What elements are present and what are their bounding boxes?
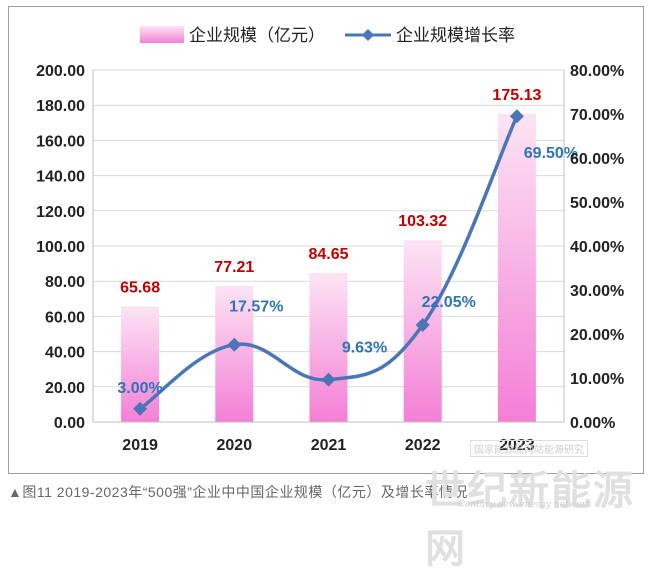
bar-data-label: 65.68 — [120, 279, 160, 296]
growth-rate-line — [139, 115, 519, 411]
line-point-marker — [509, 109, 524, 124]
y-right-tick-label: 30.00% — [570, 283, 624, 300]
legend-line-label: 企业规模增长率 — [396, 26, 515, 45]
y-right-tick-label: 50.00% — [570, 195, 624, 212]
legend: 企业规模（亿元） 企业规模增长率 — [140, 26, 515, 45]
x-tick-label: 2021 — [311, 437, 347, 454]
y-left-tick-label: 140.00 — [36, 169, 85, 186]
x-tick-label: 2023 — [499, 437, 535, 454]
watermark-stamp: 国家能源局网站能源研究 — [470, 440, 588, 457]
y-left-tick-label: 200.00 — [36, 63, 85, 80]
line-data-label: 17.57% — [229, 299, 283, 316]
y-left-tick-label: 20.00 — [45, 380, 85, 397]
line-data-label: 9.63% — [342, 340, 387, 357]
bar — [309, 273, 348, 422]
y-right-tick-label: 40.00% — [570, 239, 624, 256]
y-left-tick-label: 80.00 — [45, 274, 85, 291]
bar — [497, 113, 536, 422]
chart-svg: 65.68 77.21 84.65 103.32 175.13 3.00% 17.57% 9.… — [36, 26, 624, 454]
y-left-tick-label: 60.00 — [45, 309, 85, 326]
x-tick-label: 2019 — [122, 437, 158, 454]
figure-caption: ▲图11 2019-2023年“500强”企业中中国企业规模（亿元）及增长率情况 — [8, 484, 468, 500]
y-right-tick-label: 60.00% — [570, 151, 624, 168]
legend-bar-swatch — [140, 26, 184, 43]
x-tick-label: 2020 — [217, 437, 253, 454]
axes-layer: 0.00 20.00 40.00 60.00 80.00 100.00 120.00 140.… — [36, 63, 624, 454]
bar-data-label: 84.65 — [308, 246, 348, 263]
y-left-tick-label: 180.00 — [36, 98, 85, 115]
line-data-label: 3.00% — [117, 380, 162, 397]
y-right-tick-label: 10.00% — [570, 371, 624, 388]
y-left-tick-label: 100.00 — [36, 239, 85, 256]
y-right-tick-label: 0.00% — [570, 415, 615, 432]
y-right-tick-label: 80.00% — [570, 63, 624, 80]
bar-data-label: 77.21 — [214, 259, 254, 276]
y-left-tick-label: 120.00 — [36, 204, 85, 221]
watermark-subtitle: Century new energy network — [458, 500, 592, 510]
line-point-marker — [415, 317, 430, 332]
bar-data-label: 175.13 — [492, 87, 541, 104]
watermark-logo: 世纪新能源网 — [425, 467, 635, 572]
y-left-tick-label: 160.00 — [36, 133, 85, 150]
legend-bar-label: 企业规模（亿元） — [189, 26, 325, 45]
line-layer — [133, 109, 524, 416]
bar-data-label: 103.32 — [398, 213, 447, 230]
line-point-marker — [321, 372, 336, 387]
chart-frame: 65.68 77.21 84.65 103.32 175.13 3.00% 17.57% 9.… — [8, 6, 644, 474]
y-left-tick-label: 0.00 — [54, 415, 85, 432]
legend-line-marker-icon — [362, 29, 374, 41]
y-right-tick-label: 20.00% — [570, 327, 624, 344]
x-tick-label: 2022 — [405, 437, 441, 454]
line-data-label: 22.05% — [422, 294, 476, 311]
y-left-tick-label: 40.00 — [45, 345, 85, 362]
line-point-marker — [133, 401, 148, 416]
y-right-tick-label: 70.00% — [570, 107, 624, 124]
bar — [215, 286, 254, 422]
line-point-marker — [227, 337, 242, 352]
bars-layer — [121, 113, 536, 422]
